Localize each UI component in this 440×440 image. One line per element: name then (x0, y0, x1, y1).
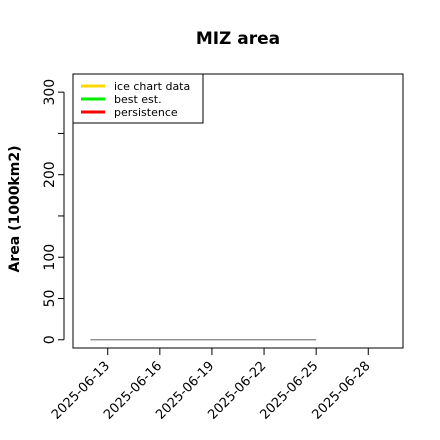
y-tick-label: 100 (42, 244, 58, 271)
y-tick-label: 300 (42, 79, 58, 106)
legend-box (72, 73, 204, 124)
chart-title: MIZ area (196, 29, 280, 49)
y-axis: 0 50 100 200 300 (42, 79, 65, 344)
legend-label: best est. (114, 93, 162, 106)
y-tick-label: 200 (42, 161, 58, 188)
y-tick-label: 50 (42, 290, 58, 308)
legend-label: ice chart data (114, 80, 190, 93)
y-axis-label: Area (1000km2) (7, 146, 23, 273)
legend-label: persistence (114, 106, 178, 119)
x-axis: 2025-06-132025-06-162025-06-192025-06-22… (49, 347, 374, 423)
y-tick-label: 0 (42, 335, 58, 344)
